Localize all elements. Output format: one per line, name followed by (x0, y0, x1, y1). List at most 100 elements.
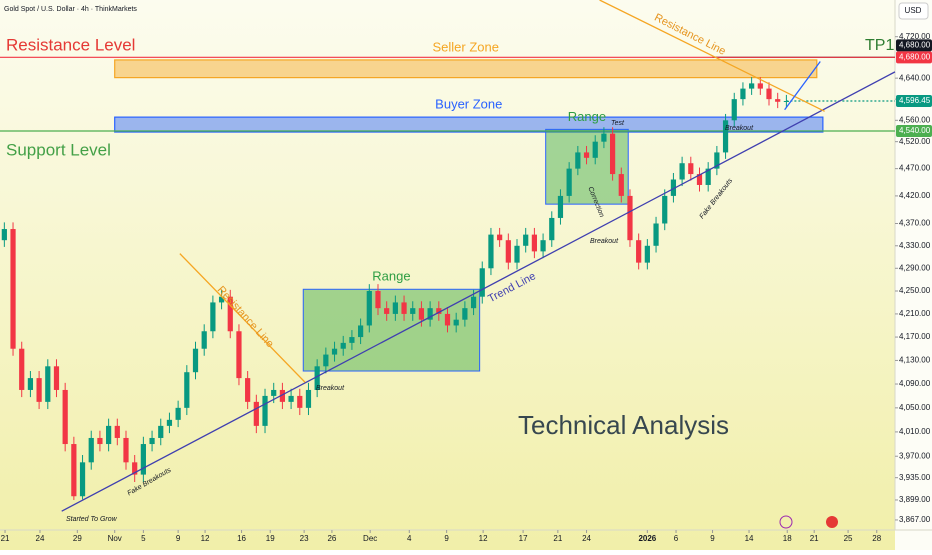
y-tick-label: 4,130.00 (899, 356, 931, 365)
y-tick-label: 3,970.00 (899, 451, 931, 460)
price-axis (895, 0, 932, 550)
zone-label: Buyer Zone (435, 97, 502, 112)
candle-body (653, 223, 659, 246)
candle-body (644, 245, 650, 263)
annotation: Test (611, 120, 625, 127)
zone (114, 59, 818, 79)
x-tick-label: 23 (300, 534, 309, 543)
x-tick-label: 29 (73, 534, 82, 543)
x-tick-label: 26 (327, 534, 336, 543)
plot: Seller Zone Buyer Zone Range Range (0, 0, 896, 512)
candle-body (297, 395, 303, 408)
candle-body (757, 83, 763, 89)
candle-body (705, 168, 711, 185)
candle-body (340, 342, 346, 349)
candle-body (349, 337, 355, 343)
candle-body (557, 195, 564, 218)
candle-body (722, 120, 729, 153)
x-tick-label: 24 (36, 534, 45, 543)
annotation: Technical Analysis (518, 410, 729, 440)
candle-body (27, 378, 34, 390)
candle-body (488, 234, 494, 269)
currency-button[interactable] (898, 2, 929, 20)
annotation: Support Level (6, 140, 111, 159)
candle-body (288, 395, 294, 402)
y-tick-label: 4,720.00 (899, 32, 931, 41)
candle-body (79, 462, 86, 497)
x-tick-label: 18 (783, 534, 792, 543)
candle-body (662, 195, 668, 224)
candle-body (531, 234, 537, 252)
x-tick-label: 5 (141, 534, 146, 543)
price-tag-label: 4,680.00 (899, 40, 931, 49)
event-icon[interactable] (826, 516, 838, 528)
x-tick-label: 25 (844, 534, 853, 543)
candle-body (436, 308, 442, 314)
candle-body (106, 425, 112, 445)
candle-body (279, 389, 286, 402)
candle-body (19, 348, 25, 390)
x-tick-label: 9 (176, 534, 181, 543)
y-tick-label: 4,370.00 (899, 219, 931, 228)
candle-body (192, 348, 199, 373)
zone (114, 116, 824, 133)
annotation: Started To Grow (66, 516, 118, 523)
candle-body (314, 366, 320, 390)
annotation: Breakout (590, 238, 619, 245)
y-tick-label: 4,470.00 (899, 164, 931, 173)
candle-body (201, 331, 207, 349)
candle-body (149, 437, 155, 445)
price-tag (896, 39, 932, 52)
annotation: Breakout (316, 385, 345, 392)
candle-body (166, 419, 173, 426)
x-tick-label: 16 (237, 534, 246, 543)
y-tick-label: 4,170.00 (899, 332, 931, 341)
x-tick-label: Nov (108, 534, 122, 543)
candle-body (497, 234, 503, 241)
candle-body (627, 195, 633, 241)
x-tick-label: 24 (582, 534, 591, 543)
x-tick-label: 2026 (638, 534, 656, 543)
x-tick-label: 21 (553, 534, 562, 543)
x-tick-label: 28 (872, 534, 881, 543)
candle-body (618, 174, 624, 196)
y-tick-label: 4,250.00 (899, 286, 931, 295)
candle-body (401, 302, 407, 314)
candle-body (749, 83, 755, 89)
y-tick-label: 3,867.00 (899, 515, 931, 524)
price-tag-label: 4,680.00 (899, 52, 931, 61)
x-tick-label: 19 (266, 534, 275, 543)
candle-body (227, 296, 233, 332)
candle-body (71, 444, 77, 497)
candle-body (505, 240, 511, 263)
candle-body (696, 174, 703, 185)
candle-body (740, 88, 746, 100)
y-tick-label: 3,935.00 (899, 473, 931, 482)
event-icon[interactable] (779, 515, 793, 529)
currency[interactable]: USD (905, 6, 922, 15)
x-tick-label: 21 (810, 534, 819, 543)
candle-body (1, 229, 7, 241)
candle-body (253, 401, 259, 426)
candle-body (775, 99, 781, 102)
price-tag (896, 95, 932, 108)
chart-title: Gold Spot / U.S. Dollar · 4h · ThinkMark… (4, 6, 137, 13)
candle-body (210, 302, 216, 332)
candle-body (427, 308, 433, 320)
candle-body (262, 395, 268, 426)
x-tick-label: 9 (444, 534, 449, 543)
y-tick-label: 3,899.00 (899, 495, 931, 504)
candle-body (358, 325, 364, 338)
range-label: Range (372, 269, 410, 284)
candle-body (688, 163, 694, 175)
candle-body (331, 348, 338, 355)
x-tick-label: 21 (1, 534, 10, 543)
candle-body (88, 437, 94, 463)
x-tick-label: 14 (745, 534, 754, 543)
x-tick-label: 17 (519, 534, 528, 543)
x-tick-label: 12 (201, 534, 210, 543)
candle-body (323, 354, 329, 367)
range-box (545, 128, 629, 205)
candle-body (245, 378, 251, 402)
candle-body (783, 101, 789, 103)
